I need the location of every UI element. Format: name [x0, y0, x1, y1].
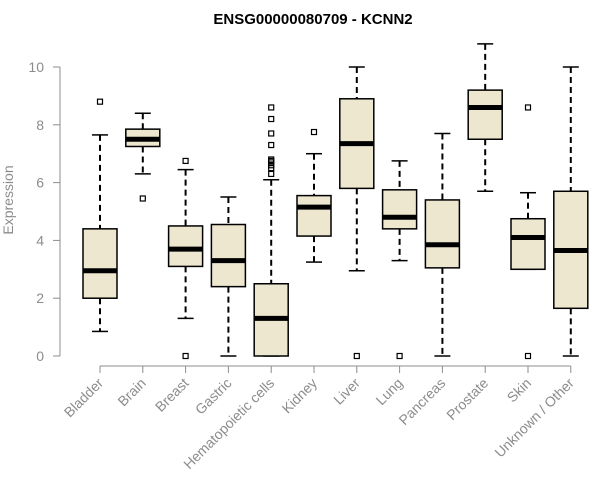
box-iqr	[424, 199, 461, 269]
box-iqr	[210, 223, 247, 288]
box-iqr	[510, 217, 546, 271]
box-brain	[125, 112, 161, 202]
outlier-point	[268, 156, 275, 163]
outlier-point	[268, 141, 275, 149]
box-prostate	[467, 43, 503, 193]
x-tick-label: Prostate	[443, 375, 491, 423]
box-pancreas	[424, 132, 461, 357]
box-iqr	[296, 194, 332, 237]
y-tick-label: 2	[36, 290, 44, 306]
outlier-point	[96, 98, 104, 105]
box-hematopoietic-cells	[253, 104, 289, 357]
outlier-point	[396, 352, 403, 360]
x-tick-label: Kidney	[279, 375, 321, 417]
x-tick-label: Unknown / Other	[491, 375, 577, 461]
y-tick-label: 6	[36, 175, 44, 191]
x-tick-label: Skin	[504, 375, 535, 406]
x-tick-label: Gastric	[192, 375, 235, 418]
box-breast	[167, 157, 204, 360]
outlier-point	[268, 104, 275, 111]
x-tick-label: Breast	[152, 375, 192, 415]
y-axis: 0 2 4 6 8 10	[28, 59, 61, 364]
outlier-point	[268, 130, 275, 137]
box-iqr	[167, 225, 204, 268]
x-tick-label: Pancreas	[395, 375, 448, 428]
box-skin	[510, 104, 546, 360]
box-iqr	[467, 89, 503, 141]
outlier-point	[182, 157, 189, 165]
boxes-group	[82, 43, 589, 360]
outlier-point	[310, 128, 318, 136]
outlier-point	[524, 104, 532, 111]
outlier-point	[182, 352, 189, 360]
chart-title: ENSG00000080709 - KCNN2	[213, 11, 412, 28]
x-tick-label: Bladder	[61, 375, 107, 421]
y-axis-label: Expression	[0, 165, 16, 234]
y-tick-label: 10	[28, 59, 44, 75]
box-liver	[339, 66, 375, 360]
box-bladder	[82, 98, 118, 333]
outlier-point	[139, 195, 146, 202]
box-lung	[381, 160, 418, 360]
x-tick-label: Lung	[372, 375, 405, 408]
box-gastric	[210, 196, 247, 357]
box-unknown-other	[553, 66, 589, 357]
y-tick-label: 0	[36, 348, 44, 364]
outlier-point	[524, 352, 532, 360]
y-tick-label: 8	[36, 117, 44, 133]
box-iqr	[381, 189, 418, 230]
outlier-point	[268, 170, 275, 178]
x-tick-label: Liver	[330, 375, 363, 408]
box-kidney	[296, 128, 332, 263]
y-tick-label: 4	[36, 232, 44, 248]
x-tick-label: Brain	[114, 375, 148, 409]
box-iqr	[82, 228, 118, 299]
outlier-point	[268, 115, 275, 123]
outlier-point	[353, 352, 360, 360]
